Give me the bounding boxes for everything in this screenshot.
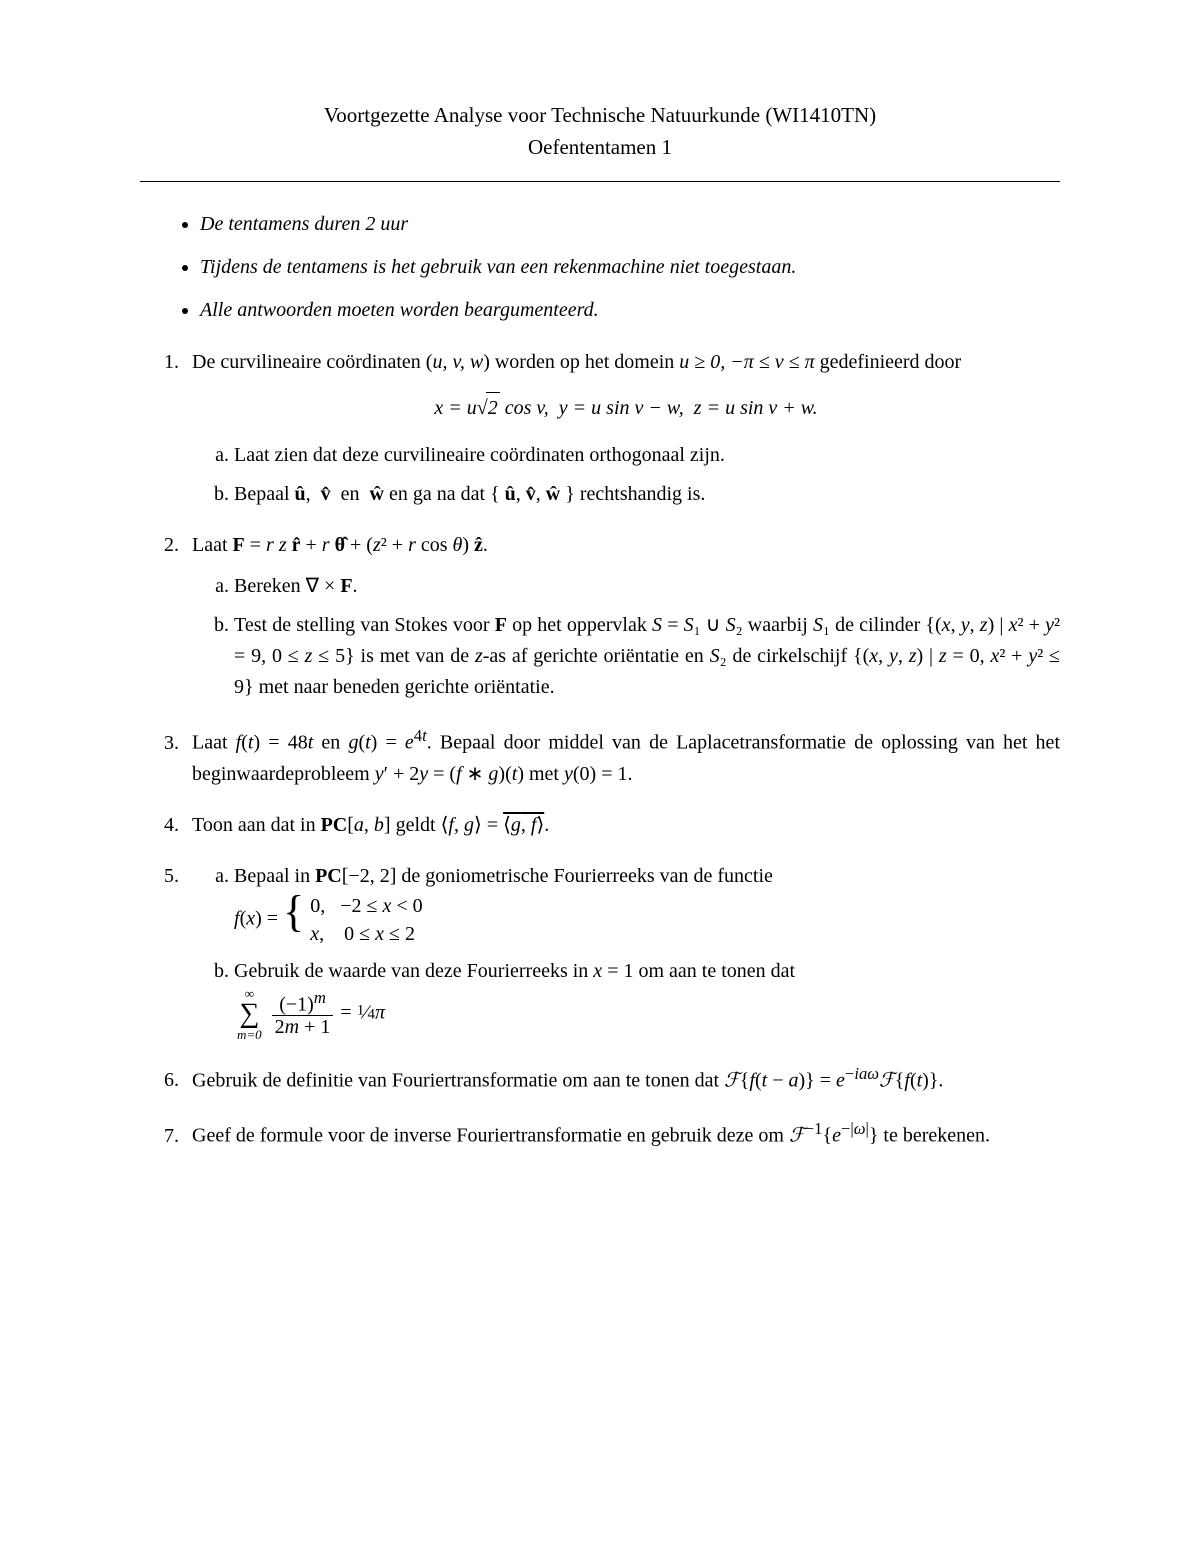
p2-text: Laat [192,534,233,556]
p2b-text: is met van de [355,645,475,667]
problem-5: Bepaal in PC[−2, 2] de goniometrische Fo… [184,861,1060,1041]
p2a-text: Bereken [234,575,306,597]
header-rule [140,181,1060,182]
p5a-text: de goniometrische Fourierreeks van de fu… [396,865,773,887]
problem-2: Laat F = r z r̂ + r θ̂ + (z² + r cos θ) … [184,530,1060,703]
title-line-1: Voortgezette Analyse voor Technische Nat… [140,100,1060,132]
p4-text: geldt [391,814,441,836]
p5b-text: Gebruik de waarde van deze Fourierreeks … [234,960,593,982]
problem-1: De curvilineaire coördinaten (u, v, w) w… [184,347,1060,510]
p1b-text: Bepaal [234,483,295,505]
p1-text: ) worden op het domein [483,351,679,373]
p3-text: met [524,763,564,785]
p1a: Laat zien dat deze curvilineaire coördin… [234,440,1060,471]
note-item: Tijdens de tentamens is het gebruik van … [200,253,1060,282]
fraction: (−1)m 2m + 1 [272,989,334,1039]
p7-text: te berekenen. [878,1125,990,1147]
p5-subparts: Bepaal in PC[−2, 2] de goniometrische Fo… [192,861,1060,1041]
exam-notes: De tentamens duren 2 uur Tijdens de tent… [140,210,1060,325]
p5b: Gebruik de waarde van deze Fourierreeks … [234,956,1060,1041]
p2b-text: de cirkelschijf [727,645,853,667]
title-line-2: Oefententamen 1 [140,132,1060,164]
p2b-text: -as af gerichte oriëntatie en [483,645,710,667]
p2b-text: de cilinder [830,614,925,636]
page: Voortgezette Analyse voor Technische Nat… [0,0,1200,1553]
p1-text: gedefinieerd door [815,351,962,373]
p2b-text: waarbij [743,614,813,636]
p2b: Test de stelling van Stokes voor F op he… [234,610,1060,703]
p1-text: De curvilineaire coördinaten ( [192,351,432,373]
p1b: Bepaal û, v̂ en ŵ en ga na dat { û, v̂, … [234,479,1060,510]
p2b-text: met naar beneden gerichte oriëntatie. [254,676,555,698]
p2b-text: op het oppervlak [507,614,652,636]
p1b-text: en ga na dat { [384,483,505,505]
p1-equation: x = u√2 cos v, y = u sin v − w, z = u si… [192,392,1060,424]
p4-text: Toon aan dat in [192,814,321,836]
p3-text: Laat [192,732,236,754]
p5a-cases: { 0, −2 ≤ x < 0 x, 0 ≤ x ≤ 2 [283,892,423,948]
p1b-text: } rechtshandig is. [560,483,705,505]
p3-text: en [313,732,348,754]
note-item: De tentamens duren 2 uur [200,210,1060,239]
problem-4: Toon aan dat in PC[a, b] geldt ⟨f, g⟩ = … [184,810,1060,841]
p5a: Bepaal in PC[−2, 2] de goniometrische Fo… [234,861,1060,948]
problem-3: Laat f(t) = 48t en g(t) = e4t. Bepaal do… [184,723,1060,790]
problem-list: De curvilineaire coördinaten (u, v, w) w… [140,347,1060,1152]
problem-6: Gebruik de definitie van Fouriertransfor… [184,1061,1060,1097]
p2-subparts: Bereken ∇ × F. Test de stelling van Stok… [192,571,1060,703]
p1-coords: u, v, w [432,351,483,373]
p5b-text: om aan te tonen dat [633,960,795,982]
document-header: Voortgezette Analyse voor Technische Nat… [140,100,1060,163]
problem-7: Geef de formule voor de inverse Fouriert… [184,1116,1060,1152]
p2a: Bereken ∇ × F. [234,571,1060,602]
p1-subparts: Laat zien dat deze curvilineaire coördin… [192,440,1060,510]
p5a-text: Bepaal in [234,865,315,887]
p6-text: Gebruik de definitie van Fouriertransfor… [192,1069,724,1091]
note-item: Alle antwoorden moeten worden beargument… [200,296,1060,325]
p1-domain: u ≥ 0, −π ≤ v ≤ π [679,351,814,373]
sum-symbol: ∞ ∑ m=0 [237,987,262,1041]
p2b-text: Test de stelling van Stokes voor [234,614,495,636]
p7-text: Geef de formule voor de inverse Fouriert… [192,1125,789,1147]
